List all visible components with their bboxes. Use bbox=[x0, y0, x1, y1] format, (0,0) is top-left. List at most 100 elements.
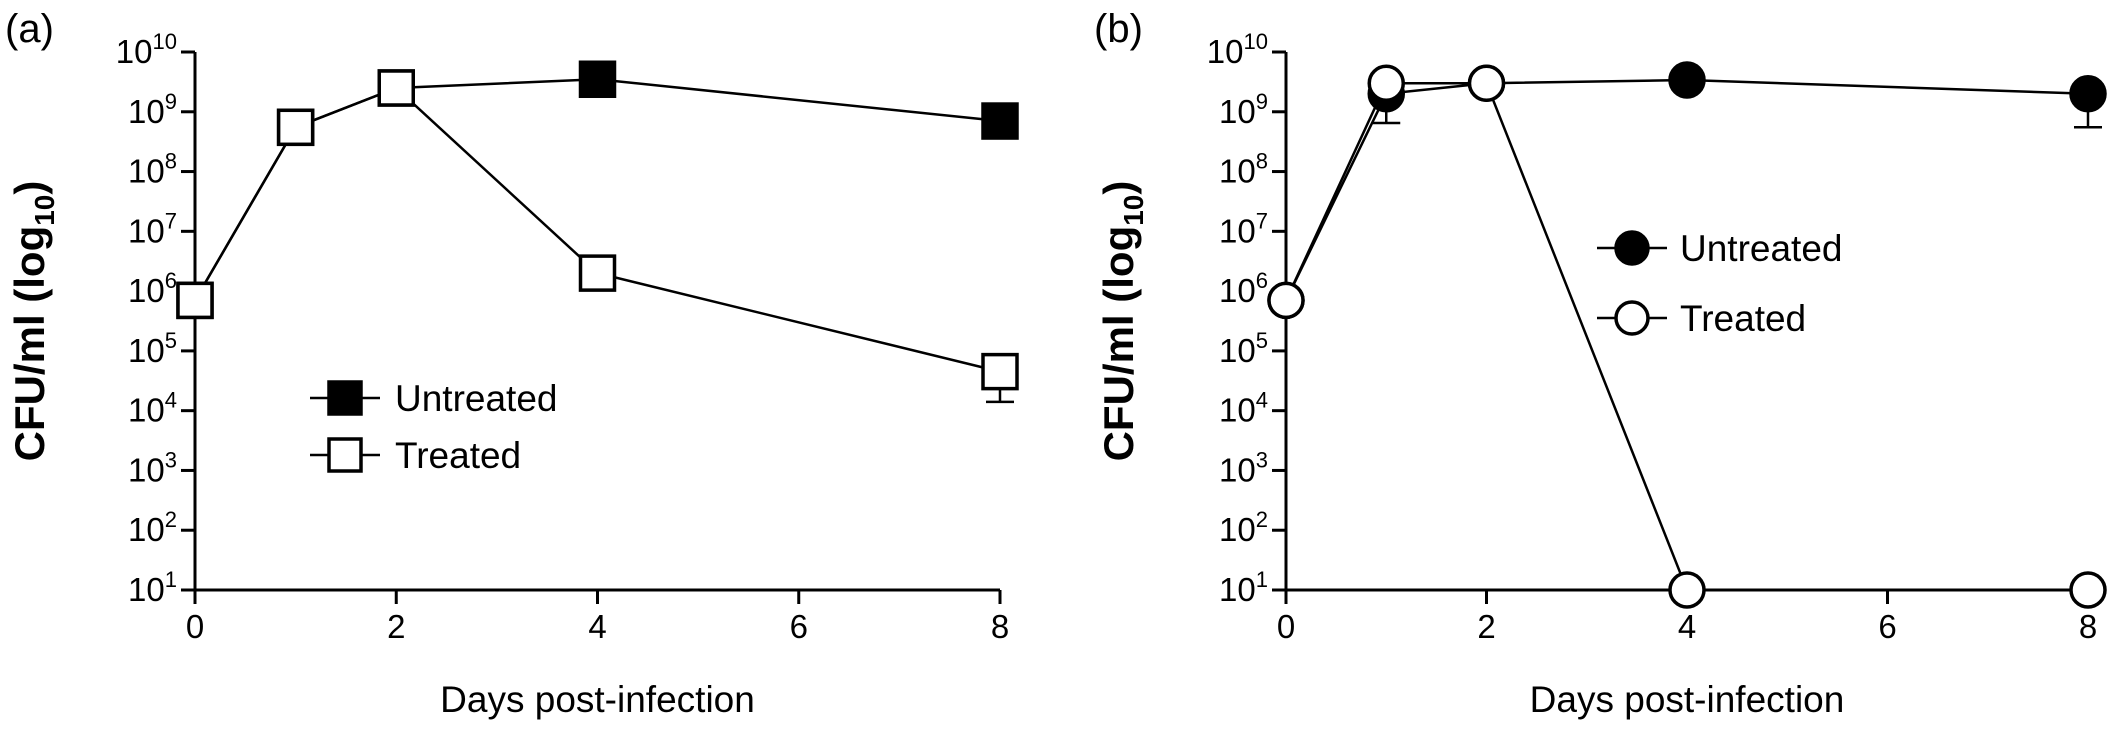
y-tick-base: 10 bbox=[1207, 33, 1244, 70]
y-tick-label: 101 bbox=[1219, 567, 1268, 608]
y-tick-exponent: 8 bbox=[1256, 149, 1268, 174]
y-tick-base: 10 bbox=[1219, 272, 1256, 309]
y-tick-exponent: 1 bbox=[1256, 567, 1268, 592]
legend-item-untreated: Untreated bbox=[310, 378, 558, 419]
y-tick-base: 10 bbox=[1219, 511, 1256, 548]
y-tick-exponent: 10 bbox=[1244, 29, 1268, 54]
y-tick-exponent: 2 bbox=[165, 507, 177, 532]
y-tick-exponent: 7 bbox=[1256, 208, 1268, 233]
series-treated bbox=[1267, 64, 2107, 609]
y-tick-exponent: 10 bbox=[153, 29, 177, 54]
y-tick-label: 1010 bbox=[1207, 29, 1268, 70]
series-line bbox=[193, 86, 1001, 373]
y-tick-exponent: 4 bbox=[165, 388, 177, 413]
data-point-marker bbox=[1668, 61, 1706, 99]
y-tick-base: 10 bbox=[128, 332, 165, 369]
data-point-marker bbox=[276, 108, 315, 147]
y-tick-base: 10 bbox=[128, 272, 165, 309]
y-tick-exponent: 2 bbox=[1256, 507, 1268, 532]
y-tick-exponent: 3 bbox=[165, 447, 177, 472]
data-point-marker bbox=[981, 102, 1019, 140]
y-axis-title-main: CFU/ml (log bbox=[1095, 226, 1142, 462]
x-tick-label: 8 bbox=[991, 608, 1009, 645]
y-tick-exponent: 5 bbox=[165, 328, 177, 353]
y-tick-exponent: 3 bbox=[1256, 447, 1268, 472]
y-tick-exponent: 9 bbox=[165, 89, 177, 114]
y-tick-label: 104 bbox=[1219, 388, 1268, 429]
y-tick-label: 106 bbox=[1219, 268, 1268, 309]
y-tick-label: 104 bbox=[128, 388, 177, 429]
y-axis-title-close: ) bbox=[6, 181, 53, 195]
y-tick-exponent: 5 bbox=[1256, 328, 1268, 353]
legend-item-treated: Treated bbox=[310, 435, 521, 476]
y-tick-label: 106 bbox=[128, 268, 177, 309]
y-tick-exponent: 1 bbox=[165, 567, 177, 592]
y-tick-label: 107 bbox=[128, 208, 177, 249]
legend-label: Untreated bbox=[395, 378, 558, 419]
x-axis-title: Days post-infection bbox=[440, 679, 755, 720]
data-point-marker bbox=[2069, 75, 2107, 113]
y-tick-base: 10 bbox=[116, 33, 153, 70]
y-tick-base: 10 bbox=[1219, 332, 1256, 369]
x-tick-label: 2 bbox=[1477, 608, 1495, 645]
y-axis-title-subscript: 10 bbox=[1118, 195, 1149, 226]
y-tick-label: 109 bbox=[128, 89, 177, 130]
data-point-marker bbox=[578, 60, 617, 99]
y-tick-label: 1010 bbox=[116, 29, 177, 70]
y-tick-base: 10 bbox=[1219, 153, 1256, 190]
legend: Untreated Treated bbox=[310, 378, 558, 476]
y-tick-label: 105 bbox=[128, 328, 177, 369]
y-tick-base: 10 bbox=[128, 511, 165, 548]
legend-label: Treated bbox=[395, 435, 521, 476]
y-tick-base: 10 bbox=[128, 93, 165, 130]
x-tick-label: 2 bbox=[387, 608, 405, 645]
data-point-marker bbox=[1668, 571, 1706, 609]
data-point-marker bbox=[176, 281, 214, 320]
y-tick-label: 108 bbox=[1219, 149, 1268, 190]
y-tick-label: 103 bbox=[1219, 447, 1268, 488]
y-tick-base: 10 bbox=[128, 451, 165, 488]
y-tick-exponent: 6 bbox=[165, 268, 177, 293]
y-axis-title: CFU/ml (log10) bbox=[6, 181, 60, 462]
legend-label: Untreated bbox=[1680, 228, 1843, 269]
x-tick-label: 0 bbox=[186, 608, 204, 645]
y-axis-title-close: ) bbox=[1095, 181, 1142, 195]
data-point-marker bbox=[327, 380, 363, 416]
y-tick-label: 108 bbox=[128, 149, 177, 190]
series-treated bbox=[176, 69, 1019, 404]
y-tick-base: 10 bbox=[1219, 451, 1256, 488]
panel-label: (a) bbox=[5, 7, 54, 51]
y-tick-base: 10 bbox=[1219, 212, 1256, 249]
x-tick-label: 4 bbox=[588, 608, 606, 645]
data-point-marker bbox=[981, 352, 1019, 391]
y-tick-exponent: 7 bbox=[165, 208, 177, 233]
y-tick-label: 105 bbox=[1219, 328, 1268, 369]
y-tick-label: 109 bbox=[1219, 89, 1268, 130]
data-point-marker bbox=[1614, 300, 1650, 336]
data-point-marker bbox=[1614, 230, 1650, 266]
legend-label: Treated bbox=[1680, 298, 1806, 339]
x-tick-label: 6 bbox=[790, 608, 808, 645]
y-tick-label: 102 bbox=[128, 507, 177, 548]
x-tick-label: 6 bbox=[1878, 608, 1896, 645]
legend-item-untreated: Untreated bbox=[1597, 228, 1843, 269]
data-point-marker bbox=[2069, 571, 2107, 609]
y-tick-label: 102 bbox=[1219, 507, 1268, 548]
x-tick-label: 4 bbox=[1678, 608, 1696, 645]
y-tick-base: 10 bbox=[128, 571, 165, 608]
y-axis-title-main: CFU/ml (log bbox=[6, 226, 53, 462]
legend: Untreated Treated bbox=[1597, 228, 1843, 339]
data-point-marker bbox=[377, 69, 415, 107]
data-point-marker bbox=[327, 437, 363, 473]
legend-item-treated: Treated bbox=[1597, 298, 1806, 339]
y-tick-exponent: 6 bbox=[1256, 268, 1268, 293]
y-tick-label: 101 bbox=[128, 567, 177, 608]
y-tick-base: 10 bbox=[128, 392, 165, 429]
y-tick-base: 10 bbox=[1219, 571, 1256, 608]
y-tick-label: 107 bbox=[1219, 208, 1268, 249]
y-tick-exponent: 9 bbox=[1256, 89, 1268, 114]
data-point-marker bbox=[1467, 64, 1506, 103]
y-tick-exponent: 4 bbox=[1256, 388, 1268, 413]
